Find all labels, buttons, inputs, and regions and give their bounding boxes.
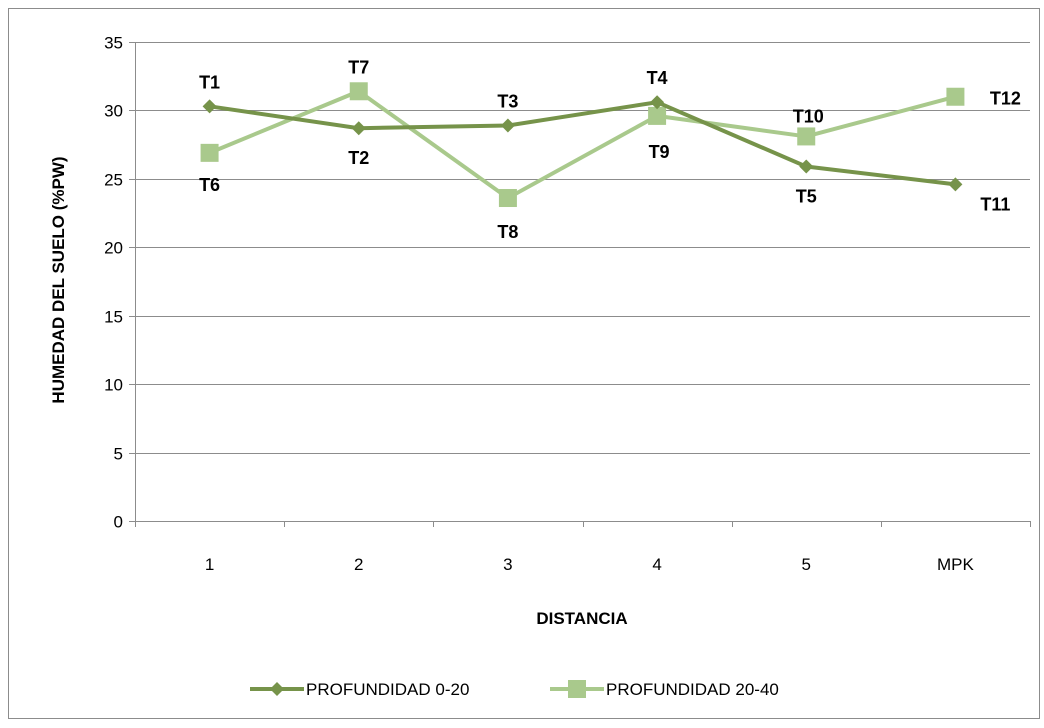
y-axis-title: HUMEDAD DEL SUELO (%PW) (49, 156, 68, 403)
y-tick-label: 15 (104, 308, 123, 327)
data-label: T10 (793, 106, 824, 126)
y-tick-label: 25 (104, 171, 123, 190)
legend-marker-square (568, 680, 586, 698)
data-label: T5 (796, 187, 817, 207)
data-point (500, 118, 515, 133)
axes: 0 5 10 15 20 25 30 35 1 2 3 4 5 MPK (104, 34, 1031, 574)
data-label: T1 (199, 72, 220, 92)
data-label: T12 (990, 89, 1021, 109)
data-label: T8 (497, 222, 518, 242)
x-tick-label: 5 (802, 555, 811, 574)
data-point (946, 87, 965, 106)
y-tick-label: 20 (104, 239, 123, 258)
x-axis-title: DISTANCIA (536, 609, 627, 628)
y-tick-label: 10 (104, 376, 123, 395)
data-point (349, 82, 368, 101)
x-tick-label: 2 (354, 555, 363, 574)
data-point (351, 121, 366, 136)
data-point (200, 143, 219, 162)
x-tick-label: 4 (652, 555, 661, 574)
series-group (200, 82, 965, 208)
chart-border (8, 8, 1040, 719)
data-point (202, 99, 217, 114)
data-point (799, 159, 814, 174)
data-point (948, 177, 963, 192)
y-tick-label: 5 (114, 445, 123, 464)
data-point (797, 127, 816, 146)
y-tick-label: 30 (104, 102, 123, 121)
legend-marker-diamond (270, 682, 284, 696)
y-tick-label: 35 (104, 34, 123, 53)
data-label: T11 (980, 194, 1010, 214)
x-tick-label: 3 (503, 555, 512, 574)
data-label: T6 (199, 175, 220, 195)
point-labels: T1 T2 T3 T4 T5 T11 T6 T7 T8 T9 T10 T12 (199, 57, 1021, 242)
data-label: T3 (497, 91, 518, 111)
data-point (648, 106, 667, 125)
legend-label: PROFUNDIDAD 20-40 (606, 680, 779, 699)
data-point (650, 95, 665, 110)
data-label: T7 (348, 57, 369, 77)
x-tick-label: MPK (937, 555, 975, 574)
series-line-1 (209, 100, 956, 187)
series-line-2 (208, 89, 956, 201)
data-label: T9 (649, 142, 670, 162)
data-label: T4 (647, 68, 668, 88)
data-point (498, 189, 517, 208)
y-tick-label: 0 (114, 513, 123, 532)
data-label: T2 (348, 148, 369, 168)
legend: PROFUNDIDAD 0-20 PROFUNDIDAD 20-40 (250, 680, 779, 699)
gridlines (135, 42, 1030, 454)
legend-label: PROFUNDIDAD 0-20 (306, 680, 469, 699)
x-tick-label: 1 (205, 555, 214, 574)
